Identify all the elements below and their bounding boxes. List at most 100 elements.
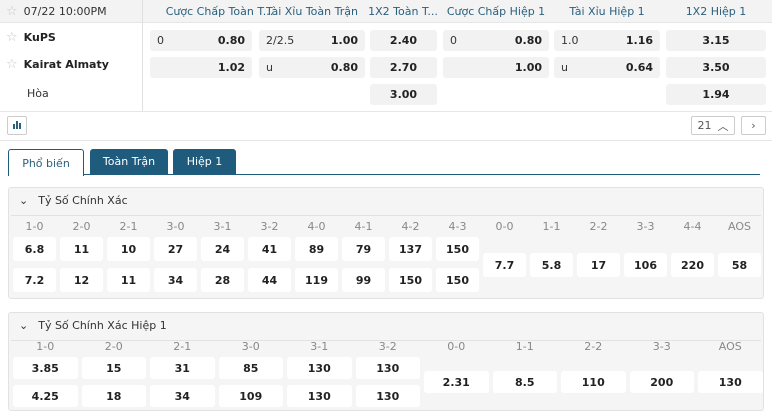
score-odds-cell[interactable]: 5.8 [530,253,573,277]
away-team: ☆ Kairat Almaty [6,57,109,72]
score-label: 1-0 [36,340,55,353]
score-odds-cell[interactable]: 2.31 [424,371,489,393]
odds-1x2-h1-draw[interactable]: 1.94 [666,84,766,105]
score-odds-cell[interactable]: 24 [201,237,244,261]
chevron-down-icon: ⌄ [19,319,29,332]
score-odds-cell[interactable]: 130 [355,357,420,379]
col-1x2-h1: 1X2 Hiệp 1 [685,5,747,18]
odds-ah-ft-home[interactable]: 0 0.80 [150,30,252,51]
score-odds-cell[interactable]: 109 [218,385,283,407]
more-markets-button[interactable]: 21 ︿ [691,116,735,135]
divider [0,111,772,112]
stats-button[interactable] [7,116,27,135]
odds-1x2-h1-away[interactable]: 3.50 [666,57,766,78]
score-label: 4-0 [307,220,326,233]
home-team: ☆ KuPS [6,30,56,45]
odds-ou-ft-under[interactable]: u 0.80 [259,57,365,78]
odds-1x2-ft-away[interactable]: 2.70 [370,57,437,78]
score-odds-cell[interactable]: 130 [287,357,352,379]
odds-1x2-ft-home[interactable]: 2.40 [370,30,437,51]
odds-ou-ft-over[interactable]: 2/2.5 1.00 [259,30,365,51]
divider [0,140,772,141]
score-odds-cell[interactable]: 28 [201,268,244,292]
score-odds-cell[interactable]: 11 [107,268,150,292]
odds-ah-h1-away[interactable]: 1.00 [443,57,549,78]
score-odds-cell[interactable]: 119 [295,268,338,292]
score-odds-cell[interactable]: 200 [629,371,694,393]
next-button[interactable]: › [741,116,766,135]
odds-ou-h1-over[interactable]: 1.0 1.16 [554,30,660,51]
odds-ah-h1-home[interactable]: 0 0.80 [443,30,549,51]
col-ah-ft: Cược Chấp Toàn T... [165,5,274,18]
chevron-down-icon: ⌄ [19,194,29,207]
score-odds-cell[interactable]: 41 [248,237,291,261]
score-label: AOS [718,340,742,353]
score-odds-cell[interactable]: 110 [561,371,626,393]
score-odds-cell[interactable]: 130 [287,385,352,407]
divider [11,340,761,341]
favorite-star-icon[interactable]: ☆ [6,30,18,45]
score-label: 3-3 [636,220,655,233]
teams-column: ☆ KuPS ☆ Kairat Almaty Hòa [0,23,143,111]
odds-1x2-ft-draw[interactable]: 3.00 [370,84,437,105]
score-odds-cell[interactable]: 34 [154,268,197,292]
score-odds-cell[interactable]: 58 [718,253,761,277]
favorite-star-icon[interactable]: ☆ [6,57,18,72]
col-1x2-ft: 1X2 Toàn T... [368,5,438,18]
score-label: 3-1 [213,220,232,233]
score-odds-cell[interactable]: 106 [624,253,667,277]
tab-first-half[interactable]: Hiệp 1 [173,149,236,174]
section-header[interactable]: ⌄ Tỷ Số Chính Xác [19,194,128,207]
score-odds-cell[interactable]: 130 [698,371,763,393]
score-odds-cell[interactable]: 130 [355,385,420,407]
score-label: 2-1 [119,220,138,233]
score-odds-cell[interactable]: 7.2 [13,268,56,292]
score-odds-cell[interactable]: 10 [107,237,150,261]
col-ah-h1: Cược Chấp Hiệp 1 [446,5,546,18]
section-header[interactable]: ⌄ Tỷ Số Chính Xác Hiệp 1 [19,319,167,332]
chevron-right-icon: › [751,119,756,132]
score-odds-cell[interactable]: 8.5 [492,371,557,393]
score-odds-cell[interactable]: 31 [150,357,215,379]
score-odds-cell[interactable]: 6.8 [13,237,56,261]
score-odds-cell[interactable]: 15 [81,357,146,379]
score-odds-cell[interactable]: 34 [150,385,215,407]
score-label: AOS [728,220,751,233]
score-odds-cell[interactable]: 4.25 [13,385,78,407]
score-label: 2-1 [173,340,192,353]
score-odds-cell[interactable]: 12 [60,268,103,292]
score-label: 2-0 [104,340,123,353]
score-odds-cell[interactable]: 99 [342,268,385,292]
score-label: 2-2 [584,340,603,353]
score-odds-cell[interactable]: 17 [577,253,620,277]
score-odds-cell[interactable]: 89 [295,237,338,261]
score-odds-cell[interactable]: 44 [248,268,291,292]
score-odds-cell[interactable]: 18 [81,385,146,407]
favorite-star-icon[interactable]: ☆ [6,4,18,19]
score-odds-cell[interactable]: 79 [342,237,385,261]
score-odds-cell[interactable]: 7.7 [483,253,526,277]
odds-ah-ft-away[interactable]: 1.02 [150,57,252,78]
score-label: 3-0 [241,340,260,353]
score-label: 1-1 [515,340,534,353]
score-odds-cell[interactable]: 150 [436,237,479,261]
score-label: 0-0 [447,340,466,353]
score-odds-cell[interactable]: 11 [60,237,103,261]
odds-ou-h1-under[interactable]: u 0.64 [554,57,660,78]
score-odds-cell[interactable]: 150 [389,268,432,292]
odds-1x2-h1-home[interactable]: 3.15 [666,30,766,51]
score-odds-cell[interactable]: 3.85 [13,357,78,379]
score-odds-cell[interactable]: 137 [389,237,432,261]
score-odds-cell[interactable]: 85 [218,357,283,379]
tab-popular[interactable]: Phổ biến [8,149,84,176]
correct-score-h1-section: ⌄ Tỷ Số Chính Xác Hiệp 1 1-0 3.85 4.25 2-0 15… [8,312,764,411]
divider [11,215,761,216]
score-odds-cell[interactable]: 220 [671,253,714,277]
match-header: ☆ 07/22 10:00PM Cược Chấp Toàn T... Tài X… [0,0,772,23]
score-label: 2-2 [589,220,608,233]
tab-underline [84,174,760,175]
score-odds-cell[interactable]: 150 [436,268,479,292]
score-odds-cell[interactable]: 27 [154,237,197,261]
tab-full-match[interactable]: Toàn Trận [90,149,168,174]
col-ou-h1: Tài Xỉu Hiệp 1 [569,5,645,18]
